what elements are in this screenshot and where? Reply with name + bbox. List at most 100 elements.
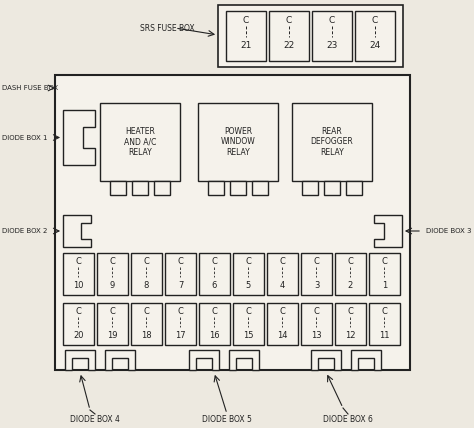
Text: 17: 17 [175,330,186,339]
Text: C: C [347,306,354,315]
Bar [233,253,264,295]
Text: C: C [243,15,249,24]
Bar [226,11,266,61]
Bar [252,181,268,195]
Text: 20: 20 [73,330,84,339]
Polygon shape [65,350,95,370]
Bar [292,103,372,181]
Bar [131,253,162,295]
Text: C: C [109,306,116,315]
Bar [369,253,400,295]
Text: C: C [178,256,183,265]
Text: C: C [211,256,218,265]
Text: C: C [75,306,82,315]
Bar [267,303,298,345]
Text: 22: 22 [283,41,295,50]
Bar [312,11,352,61]
Bar [324,181,340,195]
Bar [335,253,366,295]
Text: C: C [314,256,319,265]
Polygon shape [189,350,219,370]
Text: C: C [280,256,285,265]
Text: C: C [178,306,183,315]
Text: 19: 19 [107,330,118,339]
Text: DIODE BOX 2: DIODE BOX 2 [2,228,47,234]
Bar [233,303,264,345]
Bar [218,5,403,67]
Text: C: C [144,306,149,315]
Text: C: C [246,256,251,265]
Bar [335,303,366,345]
Text: 24: 24 [369,41,381,50]
Text: 14: 14 [277,330,288,339]
Text: 12: 12 [345,330,356,339]
Text: 21: 21 [240,41,252,50]
Bar [97,253,128,295]
Text: C: C [280,306,285,315]
Bar [208,181,224,195]
Bar [302,181,318,195]
Bar [110,181,126,195]
Text: 16: 16 [209,330,220,339]
Text: HEATER
AND A/C
RELAY: HEATER AND A/C RELAY [124,127,156,157]
Text: 13: 13 [311,330,322,339]
Text: 6: 6 [212,280,217,289]
Text: REAR
DEFOGGER
RELAY: REAR DEFOGGER RELAY [310,127,354,157]
Text: C: C [246,306,251,315]
Text: 23: 23 [326,41,337,50]
Text: DIODE BOX 5: DIODE BOX 5 [202,416,252,425]
Text: 3: 3 [314,280,319,289]
Bar [301,303,332,345]
Text: DIODE BOX 6: DIODE BOX 6 [323,416,373,425]
Polygon shape [311,350,341,370]
Bar [199,253,230,295]
Polygon shape [105,350,135,370]
Text: C: C [347,256,354,265]
Bar [199,303,230,345]
Bar [63,253,94,295]
Text: C: C [75,256,82,265]
Polygon shape [374,215,402,247]
Text: C: C [329,15,335,24]
Text: 8: 8 [144,280,149,289]
Bar [301,253,332,295]
Bar [165,253,196,295]
Text: 5: 5 [246,280,251,289]
Bar [63,303,94,345]
Bar [369,303,400,345]
Text: 15: 15 [243,330,254,339]
Bar [131,303,162,345]
Text: 10: 10 [73,280,84,289]
Text: POWER
WINDOW
RELAY: POWER WINDOW RELAY [220,127,255,157]
Text: 1: 1 [382,280,387,289]
Text: DIODE BOX 3: DIODE BOX 3 [427,228,472,234]
Text: C: C [314,306,319,315]
Bar [97,303,128,345]
Bar [100,103,180,181]
Bar [230,181,246,195]
Bar [267,253,298,295]
Text: DIODE BOX 4: DIODE BOX 4 [70,416,120,425]
Text: 11: 11 [379,330,390,339]
Text: 9: 9 [110,280,115,289]
Polygon shape [63,110,95,165]
Bar [55,75,410,370]
Text: 7: 7 [178,280,183,289]
Text: DIODE BOX 1: DIODE BOX 1 [2,134,47,140]
Text: SRS FUSE BOX: SRS FUSE BOX [140,24,195,33]
Text: 4: 4 [280,280,285,289]
Text: C: C [382,256,387,265]
Bar [355,11,395,61]
Text: C: C [144,256,149,265]
Bar [198,103,278,181]
Polygon shape [351,350,381,370]
Text: 2: 2 [348,280,353,289]
Bar [165,303,196,345]
Text: C: C [382,306,387,315]
Bar [269,11,309,61]
Bar [154,181,170,195]
Bar [346,181,362,195]
Text: C: C [109,256,116,265]
Polygon shape [63,215,91,247]
Text: DASH FUSE BOX: DASH FUSE BOX [2,85,58,91]
